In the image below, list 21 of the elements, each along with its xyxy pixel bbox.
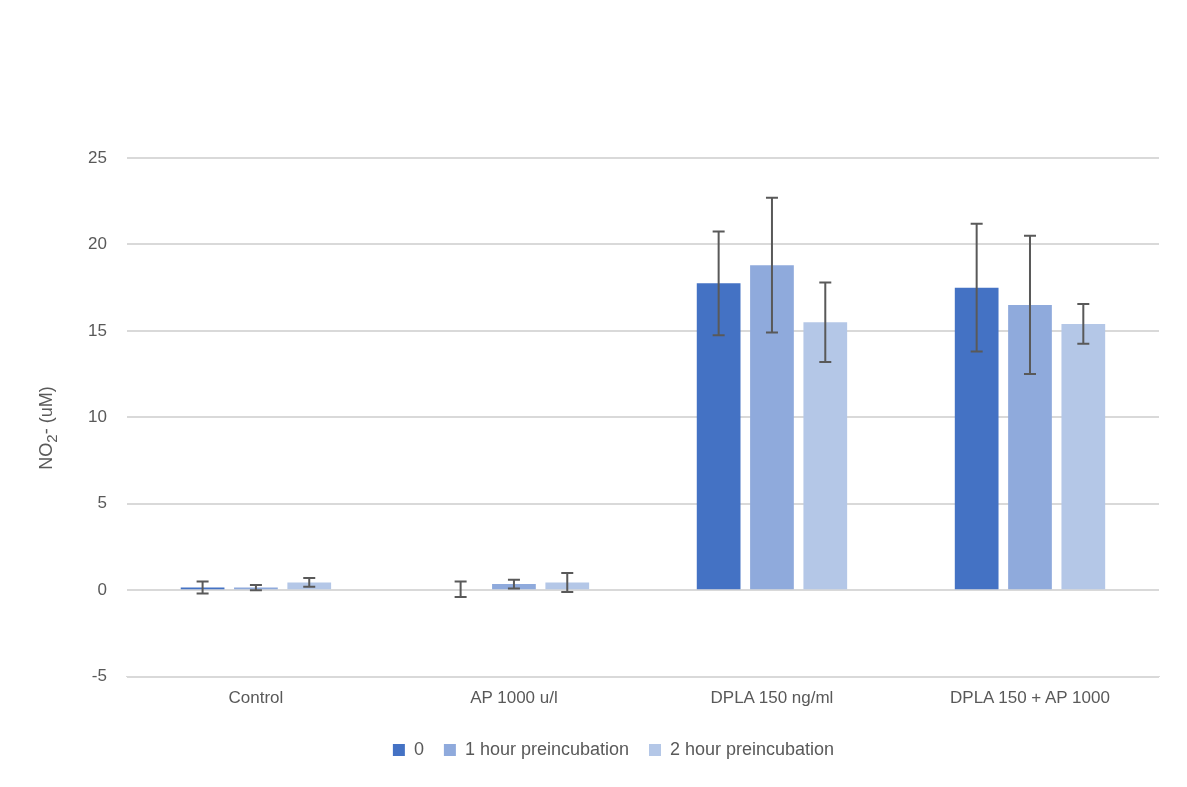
y-tick-label: 10	[87, 406, 107, 426]
bar	[1061, 323, 1106, 590]
y-tick-label: 15	[87, 320, 107, 340]
y-tick-label: -5	[91, 666, 107, 686]
y-tick-label: 5	[97, 493, 107, 513]
bar	[803, 322, 848, 590]
legend-label: 2 hour preincubation	[670, 738, 835, 759]
bar	[696, 283, 741, 590]
y-tick-label: 20	[87, 234, 107, 254]
y-tick-label: 25	[87, 147, 107, 167]
x-tick-label: DPLA 150 ng/ml	[710, 688, 834, 708]
legend-label: 0	[413, 738, 424, 759]
bar	[1008, 304, 1052, 590]
x-tick-label: Control	[228, 688, 284, 708]
x-tick-label: DPLA 150 + AP 1000	[950, 688, 1110, 708]
bar	[750, 265, 794, 590]
x-tick-label: AP 1000 u/l	[470, 688, 558, 708]
bar	[545, 582, 590, 590]
legend-label: 1 hour preincubation	[464, 738, 630, 759]
y-tick-label: 0	[97, 579, 107, 599]
bar	[954, 287, 999, 590]
